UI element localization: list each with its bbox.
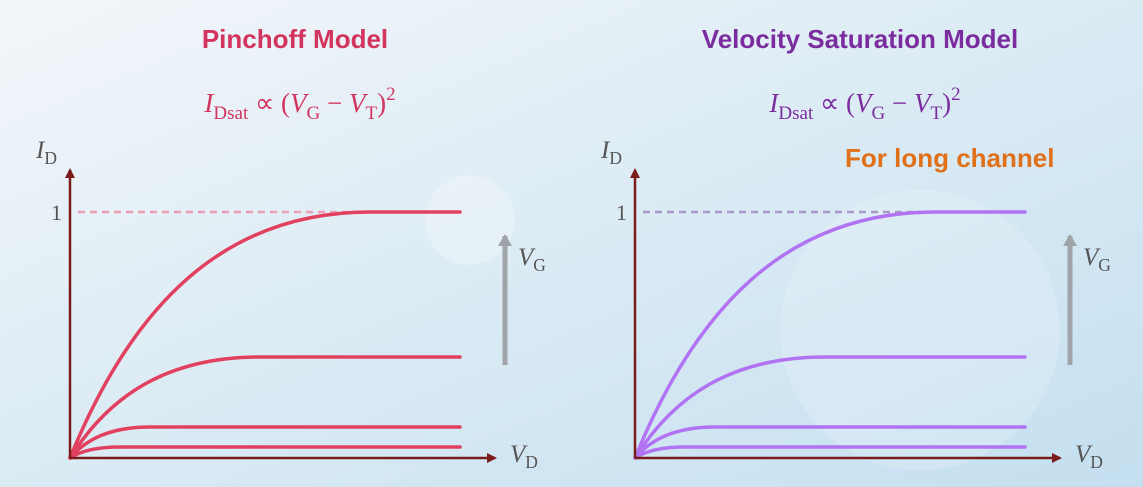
math-label: ID: [35, 137, 57, 168]
math-label: VD: [1075, 441, 1103, 472]
formula-part: V: [914, 88, 934, 118]
math-label: VD: [510, 441, 538, 472]
curve: [68, 445, 462, 460]
formula-part: V: [290, 88, 310, 118]
panel-title: Pinchoff Model: [202, 24, 388, 54]
symbol: I: [35, 137, 46, 164]
decor: [780, 190, 1060, 470]
panel-title: Velocity Saturation Model: [702, 24, 1018, 54]
subscript: G: [533, 255, 546, 275]
formula-part: V: [855, 88, 875, 118]
note: For long channel: [845, 143, 1054, 173]
formula-part: G: [307, 103, 321, 124]
formula-part: ): [942, 88, 951, 118]
decor: [425, 175, 515, 265]
formula: IDsat ∝ (VG − VT)2: [768, 84, 960, 124]
symbol: V: [1075, 441, 1093, 468]
formula-part: ): [377, 88, 386, 118]
formula: IDsat ∝ (VG − VT)2: [203, 84, 395, 124]
y-tick-label: 1: [51, 200, 62, 225]
curve: [68, 425, 462, 460]
curve: [633, 445, 1027, 460]
subscript: D: [44, 148, 57, 168]
subscript: G: [1098, 255, 1111, 275]
subscript: D: [1090, 452, 1103, 472]
curve: [633, 210, 1027, 460]
math-label: VG: [518, 244, 546, 275]
formula-part: ∝ (: [813, 88, 855, 118]
symbol: V: [1083, 244, 1101, 271]
curve: [68, 355, 462, 460]
curve: [633, 425, 1027, 460]
formula-part: −: [885, 88, 914, 118]
symbol: V: [518, 244, 536, 271]
formula-part: Dsat: [213, 103, 249, 124]
formula-part: Dsat: [778, 103, 814, 124]
math-label: ID: [600, 137, 622, 168]
math-label: VG: [1083, 244, 1111, 275]
symbol: V: [510, 441, 528, 468]
formula-part: −: [320, 88, 349, 118]
subscript: D: [525, 452, 538, 472]
formula-part: T: [930, 103, 942, 124]
subscript: D: [609, 148, 622, 168]
formula-part: I: [768, 88, 780, 118]
formula-part: V: [349, 88, 369, 118]
curve: [633, 355, 1027, 460]
formula-part: 2: [951, 84, 961, 105]
formula-part: G: [872, 103, 886, 124]
formula-part: 2: [386, 84, 396, 105]
formula-part: ∝ (: [248, 88, 290, 118]
formula-part: I: [203, 88, 215, 118]
symbol: I: [600, 137, 611, 164]
y-tick-label: 1: [616, 200, 627, 225]
formula-part: T: [365, 103, 377, 124]
curve: [68, 210, 462, 460]
